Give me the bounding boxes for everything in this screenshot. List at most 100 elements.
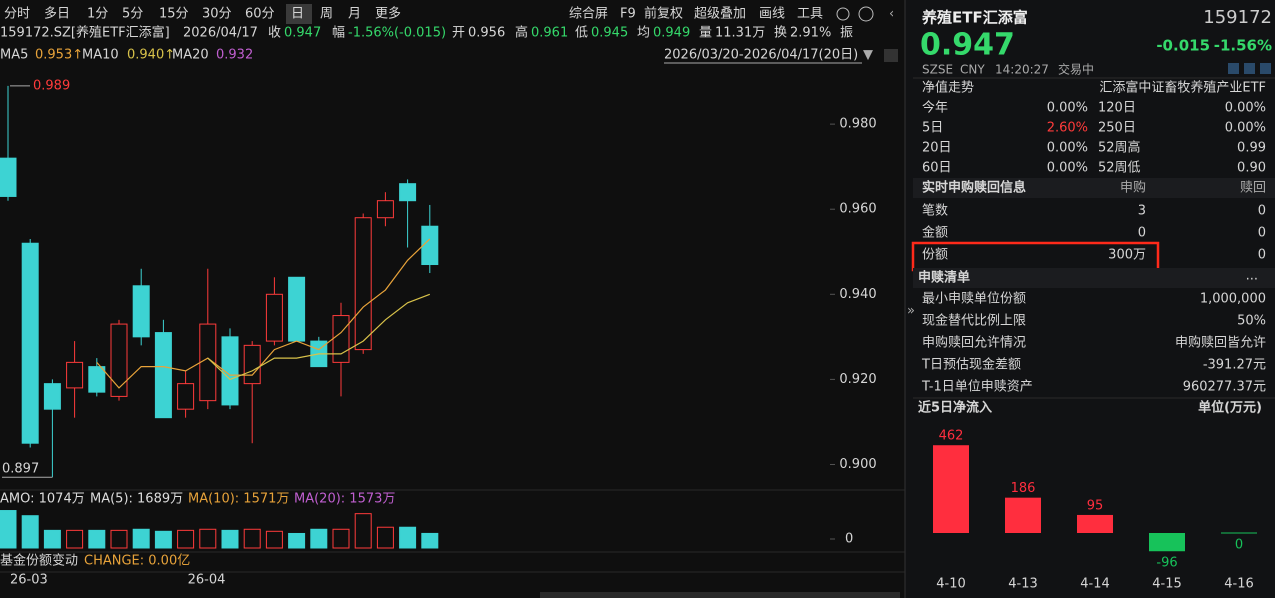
period-tab[interactable]: 日: [291, 7, 304, 22]
settings-icon[interactable]: [836, 7, 850, 21]
x-tick-label: 4-15: [1152, 577, 1182, 592]
period-tab[interactable]: 1分: [87, 7, 108, 22]
quote-value: 0.956: [468, 26, 505, 41]
quote-label: 收: [268, 26, 281, 41]
nav-cell: 0.00%: [1047, 101, 1088, 116]
volume-bar: [376, 526, 394, 549]
candle-body: [0, 157, 17, 197]
volume-bar: [43, 529, 61, 549]
quote-value: 0.961: [531, 26, 568, 41]
quote-label: 振: [840, 26, 853, 41]
quote-label: 均: [637, 26, 650, 41]
inflow-value-label: 186: [1011, 481, 1036, 496]
subscription-cell: 金额: [922, 225, 948, 241]
inflow-value-label: -96: [1156, 556, 1177, 571]
list-cell: 最小申赎单位份额: [922, 292, 1026, 307]
candle-body: [21, 242, 39, 444]
volume-bar: [332, 528, 350, 549]
inflow-bar: [1077, 514, 1113, 533]
candle-body: [177, 383, 195, 410]
period-tab[interactable]: 多日: [44, 6, 70, 22]
icon[interactable]: [1228, 63, 1239, 74]
period-tab[interactable]: 月: [348, 7, 361, 22]
tool-button[interactable]: 画线: [759, 7, 785, 22]
tool-button[interactable]: 超级叠加: [694, 7, 746, 22]
inflow-bar: [1221, 532, 1257, 534]
period-tab[interactable]: 30分: [202, 7, 232, 22]
collapse-icon[interactable]: ‹: [889, 7, 894, 22]
tool-button[interactable]: 综合屏: [569, 7, 608, 22]
inflow-bar: [933, 445, 969, 533]
ma-legend-name: MA5: [0, 48, 28, 63]
inflow-title: 近5日净流入: [918, 400, 992, 416]
date-range[interactable]: 2026/03/20-2026/04/17(20日): [664, 48, 858, 63]
volume-bar: [354, 513, 372, 549]
period-tab[interactable]: 60分: [245, 7, 275, 22]
quote-label: 换: [774, 26, 787, 41]
icon[interactable]: [1260, 63, 1271, 74]
volume-bar: [310, 528, 328, 549]
period-tab[interactable]: 分时: [4, 7, 30, 22]
period-tab[interactable]: 更多: [375, 6, 401, 22]
x-tick-label: 26-04: [188, 573, 226, 588]
quote-label: 开: [452, 26, 465, 41]
period-tab[interactable]: 周: [320, 7, 333, 22]
more[interactable]: ...: [1246, 269, 1258, 284]
help-icon[interactable]: [858, 6, 874, 22]
y-tick-label: 0.920: [839, 372, 876, 387]
subscription-cell: 0: [1258, 226, 1266, 241]
nav-cell: 250日: [1098, 121, 1136, 136]
ma-legend-name: MA10: [82, 48, 119, 63]
ma-line: [207, 293, 431, 381]
tool-button[interactable]: F9: [620, 7, 636, 22]
candle-body: [88, 366, 106, 393]
tool-button[interactable]: 工具: [797, 7, 823, 22]
quote-value: 0.945: [591, 26, 628, 41]
inflow-value-label: 0: [1235, 538, 1243, 553]
list-cell: T-1日单位申赎资产: [921, 380, 1033, 395]
currency: CNY: [960, 63, 985, 77]
candle-body: [110, 323, 128, 397]
nav-cell: 60日: [922, 161, 952, 176]
volume-bar: [399, 526, 417, 549]
x-tick-label: 4-14: [1080, 577, 1110, 592]
nav-cell: 0.99: [1237, 141, 1266, 156]
candle-body: [399, 183, 417, 202]
min-label: 0.897: [2, 462, 39, 477]
volume-legend: MA(10): 1571万: [188, 492, 289, 507]
volume-bar: [265, 530, 283, 549]
candle-body: [154, 332, 172, 419]
nav-cell: 5日: [922, 121, 943, 136]
period-tab[interactable]: 5分: [122, 7, 143, 22]
quote-value: 11.31万: [715, 26, 765, 41]
inflow-unit: 单位(万元): [1198, 400, 1262, 416]
y-tick-label: 0.900: [839, 457, 876, 472]
subscription-cell: 份额: [922, 248, 948, 263]
dropdown-arrow[interactable]: ▼: [863, 48, 873, 63]
subscription-cell: 笔数: [922, 203, 948, 219]
volume-legend: MA(20): 1573万: [294, 492, 395, 507]
x-tick-label: 4-10: [936, 577, 966, 592]
fund-name: 养殖ETF汇添富: [921, 9, 1028, 27]
period-tab[interactable]: 15分: [159, 7, 189, 22]
tool-button[interactable]: 前复权: [644, 6, 683, 22]
nav-cell: 120日: [1098, 101, 1136, 116]
inflow-value-label: 95: [1087, 498, 1104, 513]
volume-bar: [66, 529, 84, 549]
scrollbar[interactable]: [540, 592, 900, 598]
list-cell: 申购赎回允许情况: [922, 335, 1026, 351]
icon[interactable]: [1244, 63, 1255, 74]
collapse-toggle[interactable]: »: [907, 304, 915, 319]
subscription-title: 实时申购赎回信息: [922, 180, 1026, 196]
candle-body: [243, 344, 261, 385]
fund-code: 159172: [1203, 7, 1272, 28]
exchange: SZSE: [922, 63, 953, 77]
toggle-icon[interactable]: [884, 49, 898, 62]
quote-label: 低: [575, 26, 588, 41]
list-cell: T日预估现金差额: [921, 357, 1021, 373]
candle-body: [354, 217, 372, 351]
nav-cell: 0.00%: [1047, 141, 1088, 156]
section-header: [913, 268, 1275, 288]
column-header: 赎回: [1240, 181, 1266, 196]
quote-value: 0.947: [284, 26, 321, 41]
